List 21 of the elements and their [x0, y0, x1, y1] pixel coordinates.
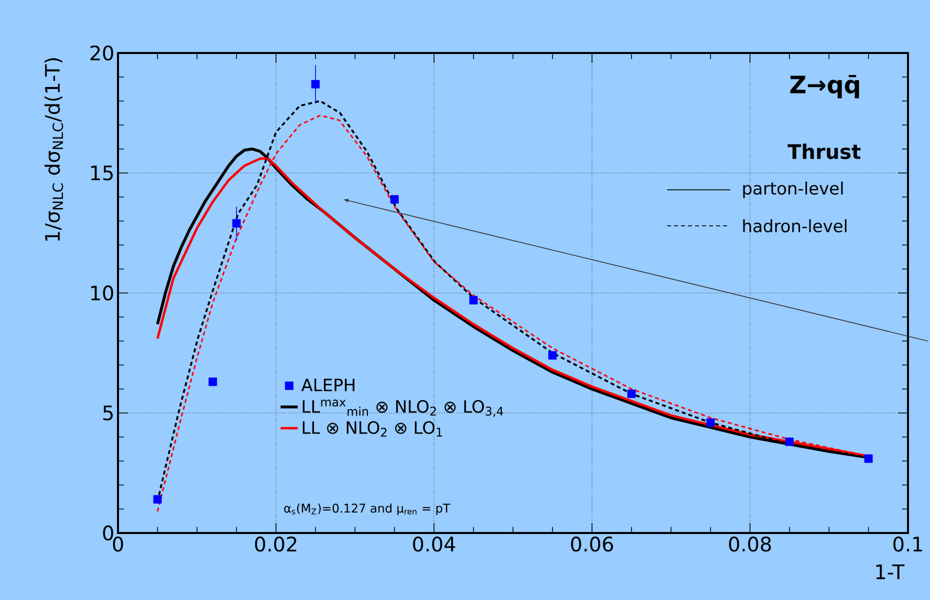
x-tick-label: 0.02: [255, 536, 296, 552]
legend-label: ALEPH: [301, 378, 354, 392]
text: Z→qq̄: [790, 74, 860, 98]
text: Thrust: [788, 144, 861, 160]
x-tick-label: 0.08: [729, 536, 771, 552]
y-tick-label: 0: [103, 525, 114, 541]
annotation: hadron-level: [743, 219, 846, 232]
x-tick-label: 0.06: [571, 536, 613, 552]
y-tick-label: 15: [91, 166, 113, 180]
legend-label: LL ⊗ NLO$_{2}$ ⊗ LO$_{1}$: [302, 421, 442, 437]
y-tick-label: 10: [91, 285, 114, 301]
y-tick-label: 5: [103, 406, 113, 420]
annotation: α$_{s}$(M$_{Z}$)=0.127 and μ$_{ren}$ = pT: [284, 503, 450, 516]
x-axis-title: 1-T: [876, 564, 905, 580]
legend-label: LL$^{max}$$_{min}$ ⊗ NLO$_{2}$ ⊗ LO$_{3,4}$: [302, 400, 504, 417]
x-tick-label: 0.1: [893, 536, 922, 552]
y-tick-label: 20: [90, 45, 114, 61]
x-tick-label: 0: [112, 536, 124, 552]
y-axis-title: 1/σ$_{NLC}$ dσ$_{NLC}$/d(1-T): [44, 58, 64, 241]
annotation: parton-level: [743, 182, 843, 198]
x-tick-label: 0.04: [413, 536, 456, 552]
